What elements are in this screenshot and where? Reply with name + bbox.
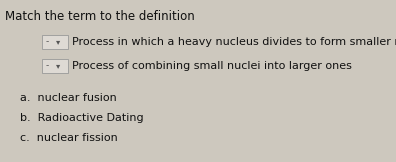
FancyBboxPatch shape xyxy=(42,35,68,49)
Text: c.  nuclear fission: c. nuclear fission xyxy=(20,133,118,143)
Text: -: - xyxy=(46,37,49,46)
Text: Process in which a heavy nucleus divides to form smaller nuclei: Process in which a heavy nucleus divides… xyxy=(72,37,396,47)
Text: Match the term to the definition: Match the term to the definition xyxy=(5,10,195,23)
Text: Process of combining small nuclei into larger ones: Process of combining small nuclei into l… xyxy=(72,61,352,71)
Text: a.  nuclear fusion: a. nuclear fusion xyxy=(20,93,117,103)
Text: b.  Radioactive Dating: b. Radioactive Dating xyxy=(20,113,144,123)
Text: -: - xyxy=(46,62,49,70)
Text: ▾: ▾ xyxy=(56,62,61,70)
Text: ▾: ▾ xyxy=(56,37,61,46)
FancyBboxPatch shape xyxy=(42,59,68,73)
